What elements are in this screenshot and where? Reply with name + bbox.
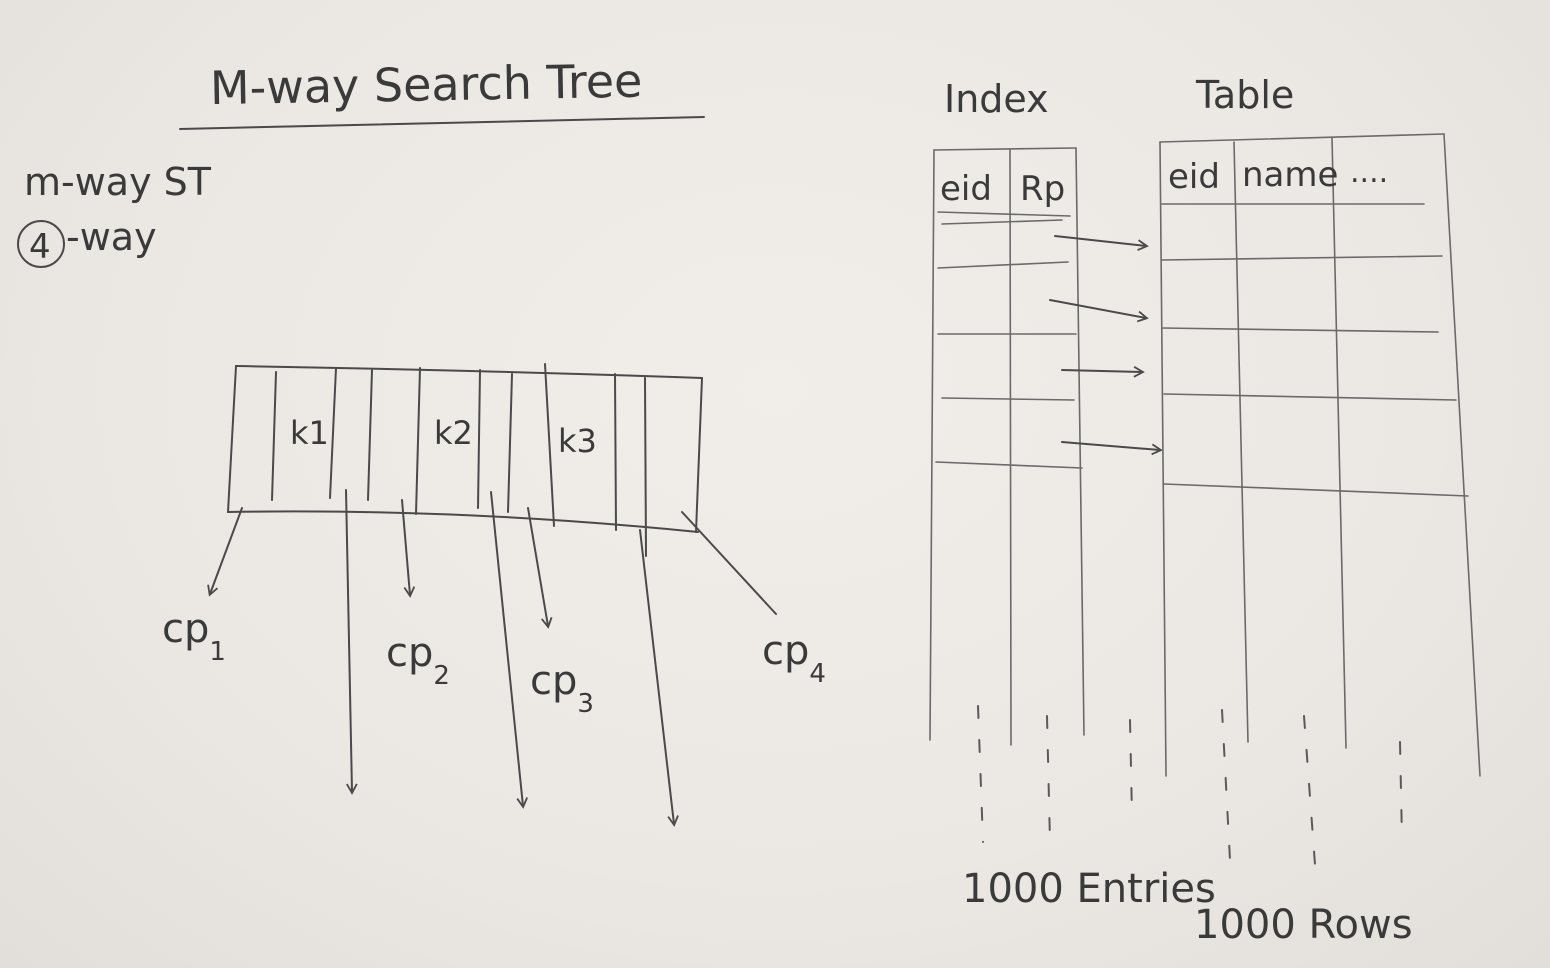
index-row-line: [941, 219, 1063, 225]
index-continuation: [977, 705, 984, 843]
title-underline: [179, 116, 705, 130]
table-col-name: name: [1242, 155, 1338, 195]
table-divider: [1331, 137, 1347, 749]
index-right-border: [1075, 147, 1085, 736]
table-row-line: [1161, 327, 1439, 333]
index-divider: [1009, 149, 1012, 746]
node-divider: [271, 371, 277, 501]
table-label: Table: [1195, 73, 1294, 117]
cp1-label: cp1: [162, 606, 226, 667]
cp2-label: cp2: [386, 630, 450, 691]
page-title: M-way Search Tree: [209, 54, 642, 116]
child-arrow: [207, 507, 243, 597]
table-row-line: [1163, 393, 1457, 401]
table-col-more: ....: [1350, 155, 1388, 190]
node-divider: [477, 369, 481, 509]
index-header-line: [937, 211, 1071, 217]
table-structure: eid name ....: [1159, 133, 1481, 777]
table-right-border: [1443, 133, 1481, 777]
cp3-label: cp3: [530, 658, 594, 719]
table-continuation: [1303, 715, 1317, 879]
record-arrow: [345, 489, 358, 795]
table-continuation: [1399, 741, 1403, 841]
table-divider: [1233, 141, 1249, 743]
svg-text:cp1: cp1: [162, 606, 226, 667]
node-right-border: [695, 377, 703, 533]
node-divider: [644, 377, 647, 557]
node-divider: [415, 367, 421, 515]
index-top-border: [933, 147, 1077, 151]
key-k3: k3: [558, 422, 597, 460]
index-col-rp: Rp: [1020, 169, 1065, 209]
key-k1: k1: [290, 414, 329, 452]
table-col-eid: eid: [1168, 157, 1220, 197]
cp4-label: cp4: [762, 628, 826, 689]
tree-node: k1 k2 k3: [227, 363, 703, 557]
table-top-border: [1159, 133, 1445, 143]
index-structure: eid Rp: [929, 147, 1085, 746]
child-arrow: [527, 507, 553, 629]
node-divider: [614, 373, 617, 531]
record-arrow: [639, 529, 679, 827]
degree-circle: [17, 220, 65, 268]
node-divider: [329, 367, 337, 499]
row-pointer-arrow: [1061, 441, 1163, 456]
index-continuation: [1046, 715, 1051, 843]
table-left-border: [1159, 141, 1167, 777]
index-row-line: [935, 461, 1083, 469]
node-left-border: [227, 365, 237, 513]
table-row-line: [1163, 483, 1469, 497]
table-continuation: [1221, 709, 1231, 861]
row-pointer-arrow: [1049, 299, 1149, 323]
table-row-line: [1161, 255, 1443, 261]
node-divider: [367, 369, 373, 501]
child-arrow: [681, 511, 777, 615]
degree-value: 4: [29, 227, 51, 267]
record-arrow: [490, 491, 528, 809]
index-continuation: [1129, 719, 1133, 817]
svg-text:cp3: cp3: [530, 658, 594, 719]
index-col-eid: eid: [940, 169, 992, 209]
row-pointer-arrow: [1061, 366, 1145, 378]
node-bottom-border: [227, 510, 699, 533]
index-footer: 1000 Entries: [962, 866, 1216, 912]
index-label: Index: [944, 77, 1049, 121]
key-k2: k2: [434, 414, 473, 452]
child-arrow: [401, 499, 416, 598]
index-row-line: [941, 397, 1075, 401]
index-left-border: [929, 149, 935, 741]
row-pointer-arrow: [1054, 235, 1149, 251]
node-divider: [507, 373, 513, 513]
note-mway-st: m-way ST: [24, 160, 212, 204]
index-row-line: [937, 261, 1069, 269]
svg-text:cp2: cp2: [386, 630, 450, 691]
degree-suffix: -way: [66, 215, 157, 259]
table-footer: 1000 Rows: [1194, 902, 1413, 948]
node-top-border: [235, 365, 703, 379]
node-divider: [544, 363, 555, 527]
svg-text:cp4: cp4: [762, 628, 826, 689]
